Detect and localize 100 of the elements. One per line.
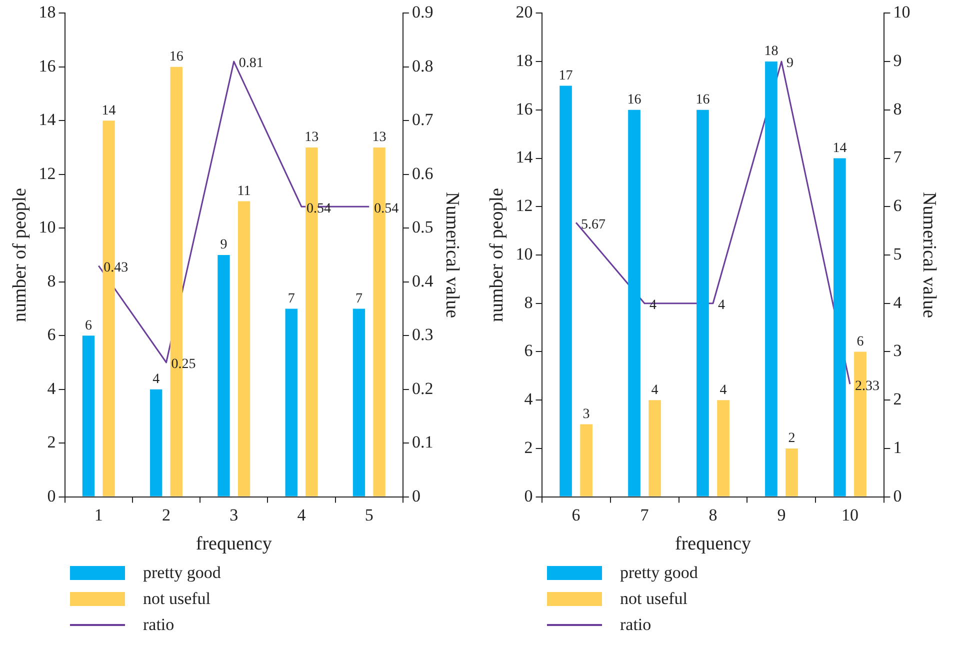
y-tick-label: 16 (38, 56, 56, 76)
y-tick-label: 18 (516, 51, 533, 70)
legend-label: not useful (143, 589, 211, 609)
y-tick-label: 0 (524, 486, 533, 506)
bar (238, 201, 250, 496)
y2-tick-label: 0.1 (412, 432, 434, 452)
y2-tick-label: 2 (893, 390, 902, 409)
x-tick-label: 7 (640, 505, 650, 524)
legend-label: not useful (620, 589, 688, 609)
y-tick-label: 14 (38, 110, 56, 130)
y2-tick-label: 0.3 (412, 325, 434, 344)
y-tick-label: 8 (47, 271, 56, 290)
x-tick-label: 10 (841, 505, 858, 524)
x-axis-title: frequency (196, 534, 272, 555)
x-tick-label: 4 (297, 505, 306, 524)
data-label: 6 (84, 318, 92, 334)
y2-tick-label: 0.5 (412, 218, 434, 237)
x-tick-label: 8 (708, 505, 718, 524)
y-tick-label: 0 (47, 486, 56, 506)
y2-tick-label: 0.8 (412, 56, 434, 76)
data-label: 4 (651, 382, 658, 398)
data-label: 16 (169, 50, 184, 65)
bar (717, 400, 730, 496)
y2-tick-label: 0.9 (412, 2, 434, 22)
y2-axis-title: Numerical value (442, 192, 463, 318)
data-label: 4 (720, 382, 727, 398)
bar (352, 308, 366, 496)
data-label: 7 (355, 291, 362, 306)
x-tick-label: 6 (572, 505, 580, 524)
y2-tick-label: 10 (893, 2, 910, 22)
data-label: 13 (372, 130, 386, 146)
data-label: 17 (558, 68, 573, 84)
data-label: 3 (582, 406, 590, 422)
data-label: 14 (102, 103, 116, 118)
data-label: 18 (764, 44, 778, 60)
y-tick-label: 10 (38, 218, 56, 237)
data-label: 7 (288, 291, 295, 306)
y-tick-label: 14 (516, 148, 534, 167)
bar (648, 400, 661, 496)
legend-label: ratio (620, 615, 652, 635)
y2-tick-label: 1 (893, 438, 902, 457)
y2-tick-label: 4 (893, 292, 902, 312)
data-label: 6 (856, 334, 864, 350)
x-tick-label: 9 (777, 505, 786, 524)
data-label: 0.81 (238, 56, 264, 72)
x-tick-label: 3 (230, 505, 238, 524)
bar (560, 86, 572, 496)
bar (628, 110, 640, 496)
y2-tick-label: 5 (893, 244, 902, 264)
data-label: 13 (304, 130, 319, 146)
legend-label: pretty good (620, 563, 698, 583)
y2-axis-title: Numerical value (918, 192, 940, 318)
y-tick-label: 20 (516, 2, 533, 22)
y-axis-title: number of people (486, 188, 508, 322)
y-tick-label: 8 (524, 292, 533, 312)
bar (765, 62, 778, 496)
y-tick-label: 18 (38, 2, 56, 22)
y2-tick-label: 0.6 (412, 164, 434, 183)
y2-tick-label: 0 (893, 486, 902, 506)
y2-tick-label: 0.4 (412, 271, 434, 290)
data-label: 16 (627, 92, 642, 108)
y2-tick-label: 0.2 (412, 378, 434, 398)
y2-tick-label: 3 (893, 341, 902, 360)
data-label: 2 (788, 431, 796, 446)
y-tick-label: 12 (516, 196, 533, 216)
data-label: 9 (220, 238, 228, 253)
data-label: 14 (832, 140, 847, 156)
data-label: 9 (786, 56, 794, 72)
y-tick-label: 12 (38, 164, 56, 183)
x-tick-label: 2 (162, 505, 170, 524)
bar (786, 448, 798, 496)
bar (834, 158, 846, 496)
y2-tick-label: 0.7 (412, 110, 434, 130)
x-axis-title: frequency (675, 534, 752, 555)
data-label: 16 (696, 92, 710, 108)
legend-label: pretty good (143, 563, 221, 583)
y-tick-label: 2 (47, 432, 56, 452)
data-label: 11 (237, 184, 251, 199)
y-tick-label: 6 (524, 341, 533, 360)
y-tick-label: 6 (47, 325, 56, 344)
bar (285, 308, 298, 496)
bar (150, 389, 162, 496)
y-axis-title: number of people (9, 188, 30, 322)
bar (218, 255, 230, 496)
data-label: 0.54 (306, 201, 332, 216)
data-label: 4 (718, 298, 725, 314)
legend-label: ratio (143, 615, 174, 635)
data-label: 5.67 (581, 217, 606, 232)
data-label: 4 (152, 372, 160, 388)
y2-tick-label: 7 (893, 148, 902, 167)
y-tick-label: 16 (516, 99, 533, 118)
bar (82, 336, 95, 496)
x-tick-label: 1 (94, 505, 103, 524)
y2-tick-label: 8 (893, 99, 902, 118)
x-tick-label: 5 (364, 505, 374, 524)
y2-tick-label: 9 (893, 51, 902, 70)
y2-tick-label: 0 (412, 486, 420, 506)
y-tick-label: 10 (516, 244, 533, 264)
bar (580, 424, 592, 496)
y-tick-label: 2 (524, 438, 533, 457)
